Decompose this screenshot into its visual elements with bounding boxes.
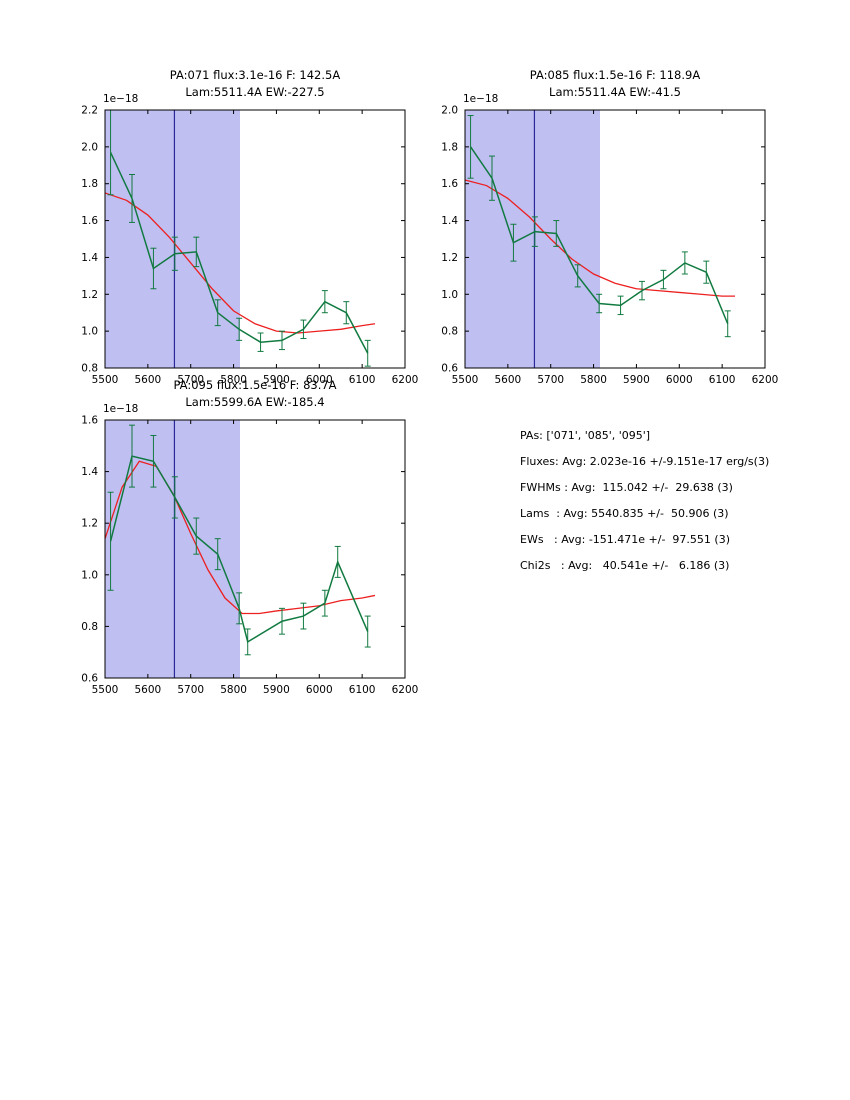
- tick-marks: [104, 419, 406, 679]
- axes-frame: [464, 109, 766, 369]
- x-tick-label: 5700: [537, 374, 564, 386]
- x-tick-label: 6200: [392, 684, 419, 696]
- x-tick-label: 5600: [134, 374, 161, 386]
- y-tick-label: 1.8: [81, 178, 98, 190]
- y-tick-label: 1.2: [81, 518, 98, 530]
- x-tick-label: 5800: [580, 374, 607, 386]
- x-tick-label: 6200: [392, 374, 419, 386]
- axis-offset-label: 1e−18: [103, 403, 138, 415]
- y-tick-label: 1.6: [441, 178, 458, 190]
- y-tick-label: 1.4: [441, 215, 458, 227]
- y-tick-label: 1.8: [441, 141, 458, 153]
- y-tick-label: 1.6: [81, 215, 98, 227]
- x-tick-label: 5900: [623, 374, 650, 386]
- y-tick-label: 1.4: [81, 252, 98, 264]
- x-tick-label: 5500: [452, 374, 479, 386]
- fit-line: [464, 179, 735, 297]
- y-tick-label: 0.6: [441, 363, 458, 375]
- x-tick-label: 5800: [220, 374, 247, 386]
- data-line: [469, 146, 729, 325]
- axis-offset-label: 1e−18: [463, 93, 498, 105]
- y-tick-label: 1.6: [81, 415, 98, 427]
- chart-title-line1: PA:085 flux:1.5e-16 F: 118.9A: [530, 68, 701, 82]
- x-tick-label: 6200: [752, 374, 779, 386]
- stats-line-pas: PAs: ['071', '085', '095']: [520, 429, 651, 442]
- y-tick-label: 1.0: [81, 326, 98, 338]
- tick-marks: [464, 109, 766, 369]
- y-tick-label: 1.2: [441, 252, 458, 264]
- x-tick-label: 5600: [134, 684, 161, 696]
- x-tick-label: 5500: [92, 374, 119, 386]
- stats-line-chi2s: Chi2s : Avg: 40.541e +/- 6.186 (3): [520, 559, 730, 572]
- chart-pa095: 5500 5600 5700 5800 5900 6000 6100 6200 0.6 0.8 1.…: [55, 375, 425, 714]
- x-tick-label: 5800: [220, 684, 247, 696]
- y-tick-label: 2.0: [81, 141, 98, 153]
- y-tick-label: 2.2: [81, 105, 98, 117]
- x-tick-label: 6000: [306, 374, 333, 386]
- highlight-band: [105, 420, 240, 678]
- tick-marks: [104, 109, 406, 369]
- y-tick-label: 1.2: [81, 289, 98, 301]
- x-tick-label: 6000: [666, 374, 693, 386]
- fit-line: [104, 192, 376, 334]
- axes-frame: [104, 419, 406, 679]
- stats-line-ews: EWs : Avg: -151.471e +/- 97.551 (3): [520, 533, 730, 546]
- y-tick-label: 0.8: [441, 326, 458, 338]
- axes-frame: [104, 109, 406, 369]
- y-tick-label: 0.6: [81, 673, 98, 685]
- stats-line-fluxes: Fluxes: Avg: 2.023e-16 +/-9.151e-17 erg/…: [520, 455, 770, 468]
- y-tick-label: 2.0: [441, 105, 458, 117]
- x-tick-label: 5700: [177, 684, 204, 696]
- data-line: [109, 455, 369, 644]
- chart-title-line1: PA:095 flux:1.5e-16 F: 83.7A: [173, 378, 336, 392]
- highlight-band: [105, 110, 240, 368]
- stats-line-lams: Lams : Avg: 5540.835 +/- 50.906 (3): [520, 507, 729, 520]
- x-tick-label: 5900: [263, 684, 290, 696]
- chart-pa085: 5500 5600 5700 5800 5900 6000 6100 6200 0.6 0.8 1.…: [415, 65, 785, 404]
- y-tick-label: 0.8: [81, 363, 98, 375]
- chart-pa085-svg: 5500 5600 5700 5800 5900 6000 6100 6200 0.6 0.8 1.…: [441, 68, 779, 386]
- x-tick-label: 6100: [349, 684, 376, 696]
- y-tick-label: 1.4: [81, 466, 98, 478]
- chart-title-line2: Lam:5511.4A EW:-227.5: [185, 85, 324, 99]
- chart-pa071-svg: 5500 5600 5700 5800 5900 6000 6100 6200 0.8 1.0 1.…: [81, 68, 419, 386]
- chart-title-line2: Lam:5511.4A EW:-41.5: [549, 85, 681, 99]
- y-tick-label: 0.8: [81, 621, 98, 633]
- chart-pa071: 5500 5600 5700 5800 5900 6000 6100 6200 0.8 1.0 1.…: [55, 65, 425, 404]
- x-tick-label: 6100: [709, 374, 736, 386]
- stats-panel: PAs: ['071', '085', '095'] Fluxes: Avg: …: [520, 430, 769, 586]
- data-line: [109, 152, 369, 354]
- x-tick-label: 5600: [494, 374, 521, 386]
- stats-line-fwhms: FWHMs : Avg: 115.042 +/- 29.638 (3): [520, 481, 733, 494]
- y-tick-label: 1.0: [81, 569, 98, 581]
- highlight-band: [465, 110, 600, 368]
- x-tick-label: 6100: [349, 374, 376, 386]
- y-tick-label: 1.0: [441, 289, 458, 301]
- x-tick-label: 6000: [306, 684, 333, 696]
- x-tick-label: 5700: [177, 374, 204, 386]
- chart-title-line2: Lam:5599.6A EW:-185.4: [185, 395, 324, 409]
- x-tick-label: 5900: [263, 374, 290, 386]
- axis-offset-label: 1e−18: [103, 93, 138, 105]
- x-tick-label: 5500: [92, 684, 119, 696]
- fit-line: [104, 460, 376, 615]
- chart-pa095-svg: 5500 5600 5700 5800 5900 6000 6100 6200 0.6 0.8 1.…: [81, 378, 419, 696]
- chart-title-line1: PA:071 flux:3.1e-16 F: 142.5A: [170, 68, 341, 82]
